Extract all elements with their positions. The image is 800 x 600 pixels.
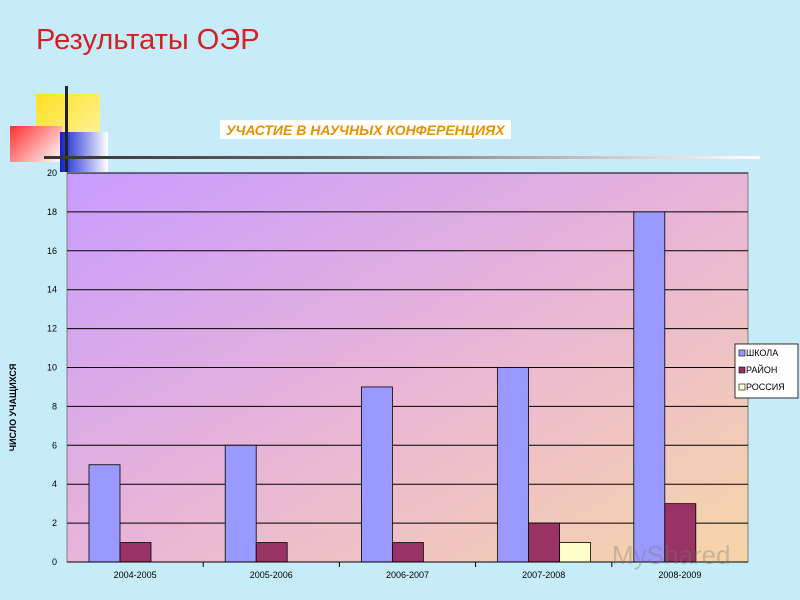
y-tick-label: 2 (52, 518, 57, 528)
bar-район-2007-2008 (528, 522, 560, 563)
chart-title: УЧАСТИЕ В НАУЧНЫХ КОНФЕРЕНЦИЯХ (220, 120, 511, 139)
y-tick-label: 6 (52, 440, 57, 450)
bar-школа-2005-2006 (224, 444, 257, 563)
x-tick-label: 2007-2008 (522, 570, 565, 580)
legend-swatch-2 (738, 383, 746, 391)
y-tick-label: 16 (47, 246, 57, 256)
y-tick-label: 18 (47, 207, 57, 217)
bar-школа-2004-2005 (88, 464, 121, 563)
legend-label-2: РОССИЯ (746, 382, 785, 392)
x-tick-label: 2004-2005 (114, 570, 157, 580)
bar-район-2006-2007 (391, 542, 424, 563)
bar-школа-2006-2007 (360, 386, 393, 563)
legend-swatch-1 (738, 366, 746, 374)
y-tick-label: 4 (52, 479, 57, 489)
y-tick-label: 20 (47, 168, 57, 178)
decor-horizontal-line (44, 156, 760, 159)
legend-swatch-0 (738, 349, 746, 357)
legend-label-1: РАЙОН (746, 364, 777, 375)
bar-школа-2007-2008 (497, 367, 530, 563)
decor-vertical-line (65, 86, 68, 172)
bar-школа-2008-2009 (633, 211, 666, 563)
x-tick-label: 2005-2006 (250, 570, 293, 580)
slide-title: Результаты ОЭР (36, 24, 260, 56)
x-tick-label: 2006-2007 (386, 570, 429, 580)
bar-россия-2007-2008 (559, 542, 591, 563)
y-tick-label: 8 (52, 401, 57, 411)
legend-box (734, 343, 799, 399)
y-axis-label: ЧИСЛО УЧАЩИХСЯ (8, 364, 18, 452)
legend-label-0: ШКОЛА (746, 348, 778, 358)
bar-район-2004-2005 (119, 542, 152, 563)
y-tick-label: 12 (47, 324, 57, 334)
bar-район-2005-2006 (255, 542, 288, 563)
bar-район-2008-2009 (664, 503, 697, 563)
watermark: MyShared (612, 540, 731, 570)
y-tick-label: 14 (47, 285, 57, 295)
y-tick-label: 10 (47, 363, 57, 373)
y-tick-label: 0 (52, 557, 57, 567)
decor-blue-square (60, 132, 108, 172)
x-tick-label: 2008-2009 (658, 570, 701, 580)
